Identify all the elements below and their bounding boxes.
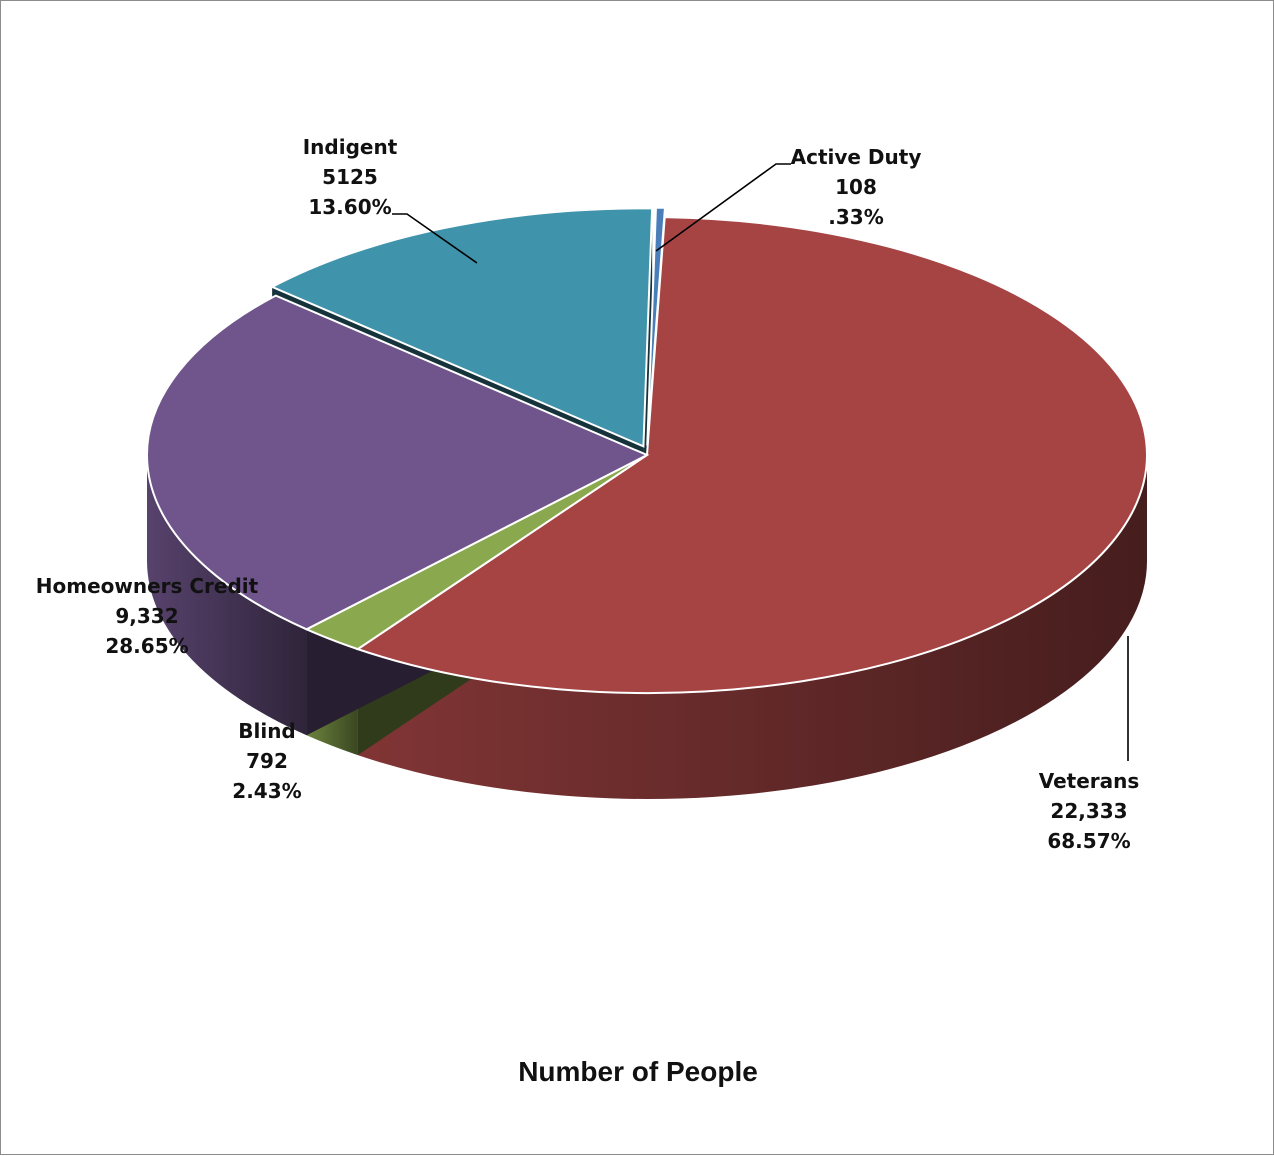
slice-labels: Active Duty 108 .33% Veterans 22,333 68.57% Bl… bbox=[36, 135, 1140, 853]
label-indigent-percent: 13.60% bbox=[308, 195, 391, 219]
label-veterans-percent: 68.57% bbox=[1047, 829, 1130, 853]
label-veterans-name: Veterans bbox=[1039, 769, 1140, 793]
label-active-duty-percent: .33% bbox=[828, 205, 883, 229]
label-active-duty-name: Active Duty bbox=[791, 145, 922, 169]
label-blind-percent: 2.43% bbox=[232, 779, 301, 803]
label-homeowners-credit: Homeowners Credit 9,332 28.65% bbox=[36, 574, 259, 658]
leader-lines bbox=[392, 163, 1129, 761]
label-blind-value: 792 bbox=[246, 749, 288, 773]
label-active-duty: Active Duty 108 .33% bbox=[791, 145, 922, 229]
label-veterans-value: 22,333 bbox=[1050, 799, 1127, 823]
label-indigent-name: Indigent bbox=[303, 135, 398, 159]
label-homeowners-credit-value: 9,332 bbox=[115, 604, 178, 628]
leader-active-duty bbox=[655, 163, 791, 252]
pie-tops bbox=[146, 206, 1148, 694]
leader-indigent bbox=[392, 213, 478, 264]
slice-indigent bbox=[269, 207, 654, 448]
slice-side-homeowners-credit bbox=[147, 455, 307, 736]
slice-veterans bbox=[355, 216, 1148, 694]
label-active-duty-value: 108 bbox=[835, 175, 877, 199]
slice-side-veterans bbox=[357, 455, 1147, 799]
slice-homeowners-credit bbox=[146, 294, 650, 631]
chart-title: Number of People bbox=[518, 1056, 758, 1087]
label-blind-name: Blind bbox=[238, 719, 296, 743]
label-veterans: Veterans 22,333 68.57% bbox=[1039, 769, 1140, 853]
label-homeowners-credit-percent: 28.65% bbox=[105, 634, 188, 658]
label-indigent: Indigent 5125 13.60% bbox=[303, 135, 398, 219]
label-homeowners-credit-name: Homeowners Credit bbox=[36, 574, 259, 598]
label-blind: Blind 792 2.43% bbox=[232, 719, 301, 803]
label-indigent-value: 5125 bbox=[322, 165, 378, 189]
